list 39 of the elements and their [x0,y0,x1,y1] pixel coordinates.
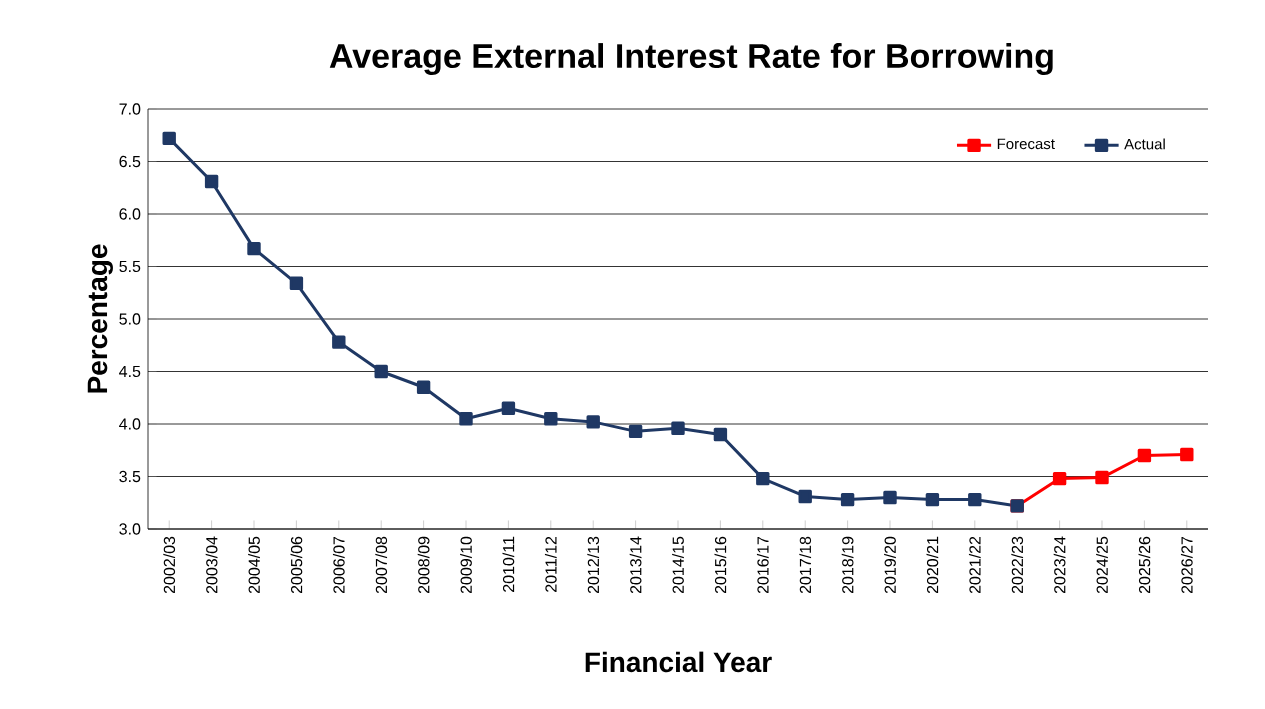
x-tick-label: 2012/13 [587,536,600,594]
x-tick-label: 2014/15 [672,536,684,594]
legend-label: Actual [1124,138,1165,150]
x-tick-label: 2018/19 [841,536,854,594]
x-tick-label: 2003/04 [205,536,218,594]
y-tick-label: 5.0 [119,313,141,325]
y-tick-label: 6.5 [119,155,141,168]
x-tick-label: 2021/22 [968,536,981,594]
y-tick-label: 3.5 [119,470,141,483]
y-tick-label: 4.0 [119,418,141,430]
x-tick-label: 2019/20 [884,536,896,594]
x-tick-label: 2013/14 [629,536,642,594]
x-tick-label: 2011/12 [544,536,557,592]
y-tick-label: 5.5 [119,260,141,273]
x-tick-label: 2015/16 [714,536,727,594]
x-tick-label: 2010/11 [502,536,515,592]
x-axis-title: Financial Year [585,651,772,673]
x-tick-label: 2022/23 [1011,536,1024,594]
x-tick-label: 2008/09 [417,536,430,594]
x-tick-label: 2025/26 [1138,536,1151,594]
x-tick-label: 2017/18 [799,536,812,594]
y-tick-label: 3.0 [119,523,141,535]
x-tick-label: 2002/03 [163,536,176,594]
x-tick-label: 2005/06 [290,536,303,594]
x-tick-label: 2016/17 [756,536,769,594]
x-tick-label: 2006/07 [332,536,345,594]
y-tick-label: 7.0 [119,103,141,115]
x-tick-label: 2004/05 [248,536,260,594]
x-tick-label: 2023/24 [1053,536,1066,594]
x-tick-label: 2024/25 [1096,536,1108,594]
y-tick-label: 6.0 [119,208,141,220]
x-tick-label: 2009/10 [460,536,472,594]
y-tick-label: 4.5 [119,365,141,378]
x-tick-label: 2007/08 [375,536,388,594]
chart-title: Average External Interest Rate for Borrowing [329,43,1053,75]
y-axis-title: Percentage [87,244,113,393]
x-tick-label: 2026/27 [1180,536,1193,594]
legend-label: Forecast [997,138,1055,150]
x-tick-label: 2020/21 [926,536,939,594]
